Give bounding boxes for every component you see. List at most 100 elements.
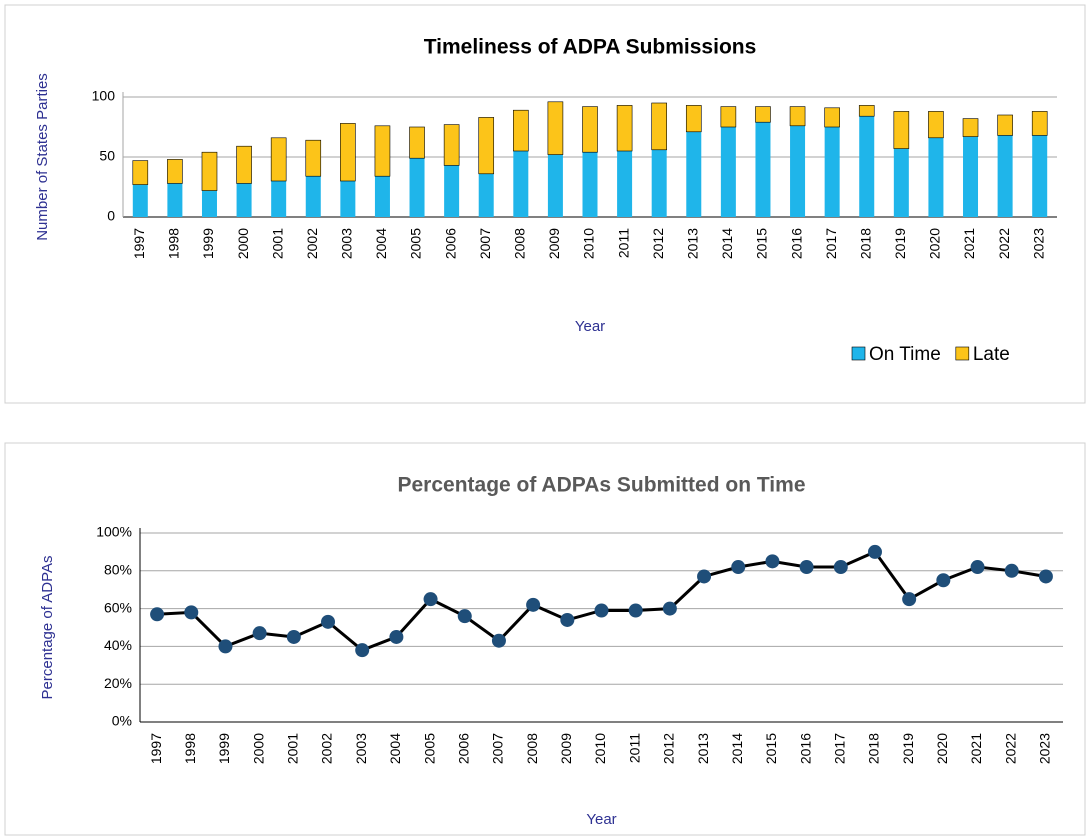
y-axis-label: Percentage of ADPAs — [39, 556, 56, 700]
x-tick-label: 2007 — [490, 733, 506, 764]
bar — [444, 165, 460, 217]
point — [491, 633, 506, 648]
x-tick-label: 2007 — [477, 228, 493, 259]
x-tick-label: 2015 — [763, 733, 779, 764]
bar — [962, 118, 979, 137]
x-tick-label: 2013 — [684, 228, 700, 259]
bar — [997, 135, 1013, 217]
point — [184, 605, 199, 620]
x-tick-label: 2016 — [797, 733, 813, 764]
legend-label: On Time — [869, 344, 941, 365]
point — [457, 609, 472, 624]
bar — [478, 117, 495, 175]
x-tick-label: 2000 — [235, 228, 251, 259]
x-tick-label: 2010 — [581, 228, 597, 259]
bar — [997, 114, 1013, 136]
bar — [132, 184, 148, 217]
x-tick-label: 2009 — [546, 228, 562, 259]
bar — [651, 102, 667, 151]
point — [150, 607, 165, 622]
x-tick-label: 2008 — [524, 733, 540, 764]
y-tick-label: 50 — [99, 148, 115, 164]
bar — [790, 125, 806, 217]
point — [252, 626, 267, 641]
bar — [201, 151, 218, 191]
point — [731, 560, 746, 575]
bar — [651, 149, 667, 217]
chart-title: Timeliness of ADPA Submissions — [424, 36, 757, 59]
point — [1004, 563, 1019, 578]
bar — [374, 176, 390, 217]
x-tick-label: 2005 — [421, 733, 437, 764]
x-tick-label: 2017 — [823, 228, 839, 259]
point — [218, 639, 233, 654]
bar — [928, 111, 944, 139]
bar — [167, 183, 183, 217]
bar — [1031, 111, 1048, 136]
x-tick-label: 2015 — [754, 228, 770, 259]
point — [389, 629, 404, 644]
bar — [271, 181, 287, 217]
x-tick-label: 2021 — [968, 733, 984, 764]
legend-swatch — [851, 346, 866, 361]
y-tick-label: 0 — [107, 208, 115, 224]
x-axis-label: Year — [575, 318, 605, 335]
x-tick-label: 2023 — [1030, 228, 1046, 259]
x-tick-label: 2000 — [250, 733, 266, 764]
bar — [305, 139, 322, 177]
x-tick-label: 2008 — [512, 228, 528, 259]
bar — [340, 181, 356, 217]
x-tick-label: 2010 — [592, 733, 608, 764]
y-tick-label: 80% — [104, 562, 132, 578]
y-tick-label: 40% — [104, 637, 132, 653]
bar — [928, 137, 944, 217]
y-axis-label: Number of States Parties — [34, 73, 51, 241]
bar — [547, 101, 564, 155]
bar — [513, 109, 529, 152]
x-tick-label: 2022 — [1002, 733, 1018, 764]
bar — [617, 151, 633, 217]
x-tick-label: 2014 — [719, 228, 735, 259]
point — [662, 601, 677, 616]
point — [355, 643, 370, 658]
point — [867, 544, 882, 559]
bar — [1032, 135, 1048, 217]
bar — [858, 105, 875, 117]
point — [594, 603, 609, 618]
bar — [720, 127, 736, 217]
x-tick-label: 2005 — [408, 228, 424, 259]
x-tick-label: 1997 — [148, 733, 164, 764]
bar — [443, 124, 460, 166]
bar — [132, 160, 149, 185]
x-tick-label: 2009 — [558, 733, 574, 764]
bar — [824, 127, 840, 217]
bar — [409, 158, 425, 217]
y-tick-label: 0% — [112, 713, 132, 729]
y-tick-label: 60% — [104, 599, 132, 615]
bar — [270, 137, 287, 182]
x-tick-label: 2003 — [353, 733, 369, 764]
x-tick-label: 2006 — [442, 228, 458, 259]
x-tick-label: 2002 — [304, 228, 320, 259]
x-tick-label: 2019 — [900, 733, 916, 764]
x-tick-label: 2004 — [373, 228, 389, 259]
bar — [478, 173, 494, 217]
point — [902, 592, 917, 607]
x-tick-label: 2011 — [615, 228, 631, 258]
x-tick-label: 1999 — [216, 733, 232, 764]
x-tick-label: 2020 — [927, 228, 943, 259]
point — [286, 629, 301, 644]
bar — [824, 107, 840, 128]
point — [1038, 569, 1053, 584]
bar — [305, 176, 321, 217]
x-tick-label: 2018 — [857, 228, 873, 259]
point — [321, 614, 336, 629]
x-tick-label: 2021 — [961, 228, 977, 259]
x-tick-label: 1997 — [131, 228, 147, 259]
x-tick-label: 2006 — [455, 733, 471, 764]
x-tick-label: 2020 — [934, 733, 950, 764]
point — [936, 573, 951, 588]
x-tick-label: 2014 — [729, 733, 745, 764]
bar — [513, 151, 529, 217]
